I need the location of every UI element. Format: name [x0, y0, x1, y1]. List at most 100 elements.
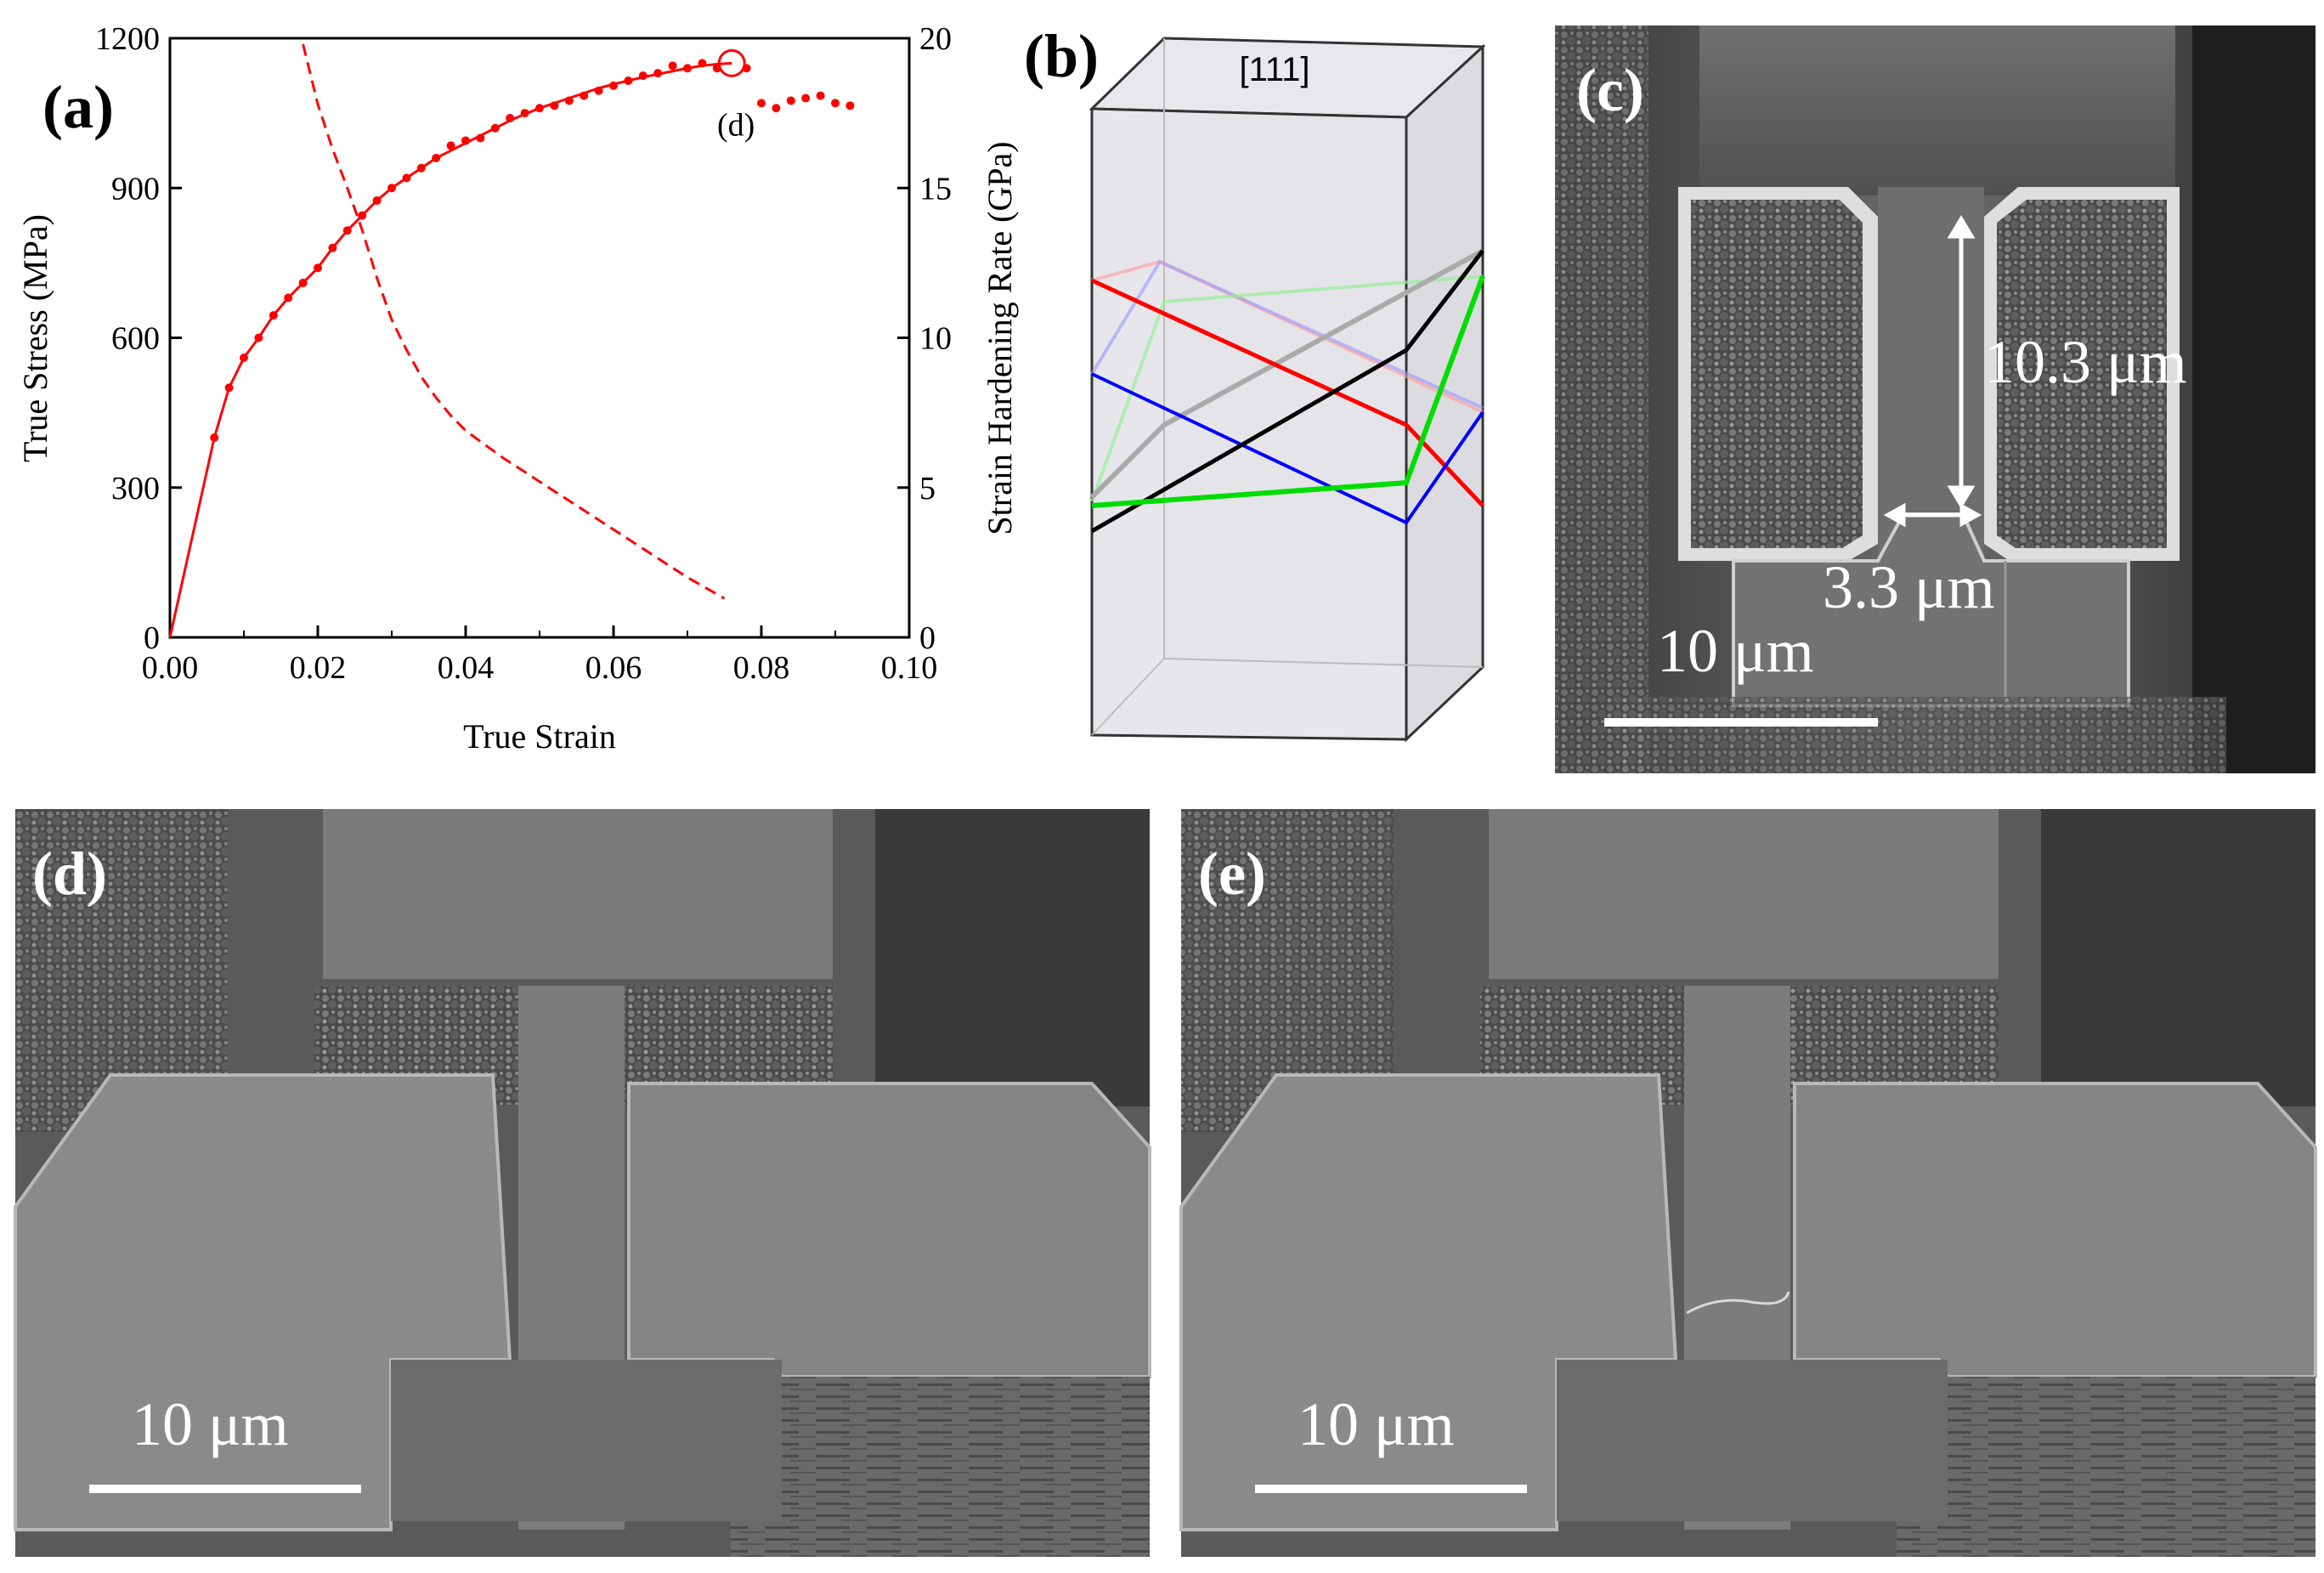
data-point: [698, 59, 707, 68]
gauge-section: [1878, 187, 1984, 561]
data-point: [609, 81, 618, 90]
x-tick-label: 0.02: [290, 650, 347, 686]
data-point: [594, 86, 603, 95]
chart-ticks: 0.00 0.02 0.04 0.06 0.08 0.100300600900120005…: [95, 21, 952, 686]
slip-trace-red: [1090, 278, 1484, 507]
data-point: [580, 91, 589, 100]
width-dimension-label: 3.3 μm: [1823, 553, 1995, 621]
y-tick-label: 600: [111, 321, 160, 357]
scale-bar-e: [1255, 1485, 1527, 1493]
data-point: [564, 96, 574, 105]
x-axis-title: True Strain: [463, 717, 616, 755]
chart-marks: (d): [168, 43, 855, 638]
data-point: [254, 333, 263, 342]
layered-substrate: [1897, 1377, 2316, 1557]
right-grip-block: [627, 1082, 1151, 1378]
scale-bar-label-e: 10 μm: [1298, 1390, 1455, 1458]
data-point: [786, 96, 795, 105]
slip-trace-faded-green: [1090, 274, 1484, 502]
data-point: [624, 76, 633, 85]
width-dimension-arrow: [1883, 502, 1982, 528]
y2-axis-title: Strain Hardening Rate (GPa): [981, 141, 1019, 535]
annotation-circle: [717, 48, 746, 77]
data-point: [328, 243, 337, 252]
data-point: [358, 211, 367, 220]
y2-tick-label: 20: [919, 21, 952, 57]
panel-label-a: (a): [42, 73, 114, 141]
data-point: [535, 104, 544, 113]
y-tick-label: 900: [111, 171, 160, 207]
plot-frame: [168, 37, 911, 639]
scale-bar-label-d: 10 μm: [132, 1390, 289, 1458]
panel-label-e: (e): [1198, 840, 1266, 908]
y-tick-label: 0: [144, 620, 160, 656]
data-point: [683, 64, 692, 73]
data-point: [461, 136, 470, 145]
height-dimension-arrow: [1947, 215, 1976, 509]
crystal-schematic: (b) [111]: [1024, 22, 1486, 743]
annotation-label: (d): [717, 107, 755, 143]
sem-image-d: 10 μm (d): [14, 809, 1151, 1557]
slip-trace-blue: [1091, 372, 1484, 525]
data-point: [284, 293, 293, 303]
data-point: [520, 109, 529, 118]
data-point: [416, 163, 426, 173]
data-point: [638, 71, 647, 81]
layered-substrate: [731, 1377, 1150, 1557]
data-point: [446, 141, 455, 150]
height-dimension-label: 10.3 μm: [1984, 328, 2187, 396]
lower-grip: [1557, 1360, 1948, 1521]
sem-bottom-debris: [1614, 697, 2226, 773]
y2-tick-label: 10: [919, 321, 952, 357]
panel-label-b: (b): [1024, 22, 1099, 90]
sem-left-wall: [1555, 25, 1648, 773]
data-point: [402, 173, 411, 183]
y-tick-label: 1200: [95, 21, 160, 57]
x-tick-label: 0.08: [733, 650, 790, 686]
slip-trace-faded-blue: [1090, 259, 1484, 410]
slip-trace-faded-gray: [1089, 248, 1484, 500]
data-point: [342, 226, 352, 235]
sem-upper-right-shadow: [2041, 809, 2316, 1106]
x-tick-label: 0.00: [142, 650, 199, 686]
scale-bar-d: [89, 1485, 361, 1493]
lower-grip: [391, 1360, 782, 1521]
panel-label-d: (d): [32, 840, 107, 908]
x-tick-label: 0.04: [438, 650, 495, 686]
x-tick-label: 0.10: [881, 650, 938, 686]
data-point: [224, 383, 234, 393]
y-axis-title: True Stress (MPa): [16, 214, 54, 462]
stress-strain-chart: (a) 0.00 0.02 0.04 0.06 0.08 0.10030060090012…: [16, 21, 1019, 755]
data-point: [668, 61, 677, 71]
y2-tick-label: 0: [919, 620, 936, 656]
data-point: [476, 133, 485, 143]
y2-tick-label: 15: [919, 171, 952, 207]
crystal-front-face: [1090, 107, 1408, 741]
fracture-crack: [1686, 1291, 1790, 1315]
hidden-edge: [1091, 658, 1165, 736]
right-grip-block: [1793, 1082, 2317, 1378]
data-point: [269, 311, 278, 320]
right-pad: [1997, 200, 2167, 548]
slip-trace-green: [1091, 274, 1485, 508]
data-point: [816, 91, 825, 100]
data-point: [372, 195, 382, 205]
data-point: [210, 433, 219, 442]
scale-bar-c: [1604, 718, 1878, 727]
data-point: [772, 104, 781, 113]
data-point: [550, 101, 559, 110]
data-point: [845, 101, 855, 110]
data-point: [831, 99, 840, 108]
data-point: [387, 184, 396, 193]
data-point: [490, 123, 500, 133]
data-point: [506, 114, 515, 122]
hidden-edge: [1163, 658, 1484, 668]
data-point: [801, 93, 811, 103]
sem-upper-right-shadow: [875, 809, 1150, 1106]
y-tick-label: 300: [111, 471, 160, 506]
panel-label-c: (c): [1576, 56, 1644, 124]
sem-top-trench: [1699, 25, 2175, 195]
sem-upper-trench: [323, 809, 833, 979]
x-tick-label: 0.06: [585, 650, 642, 686]
